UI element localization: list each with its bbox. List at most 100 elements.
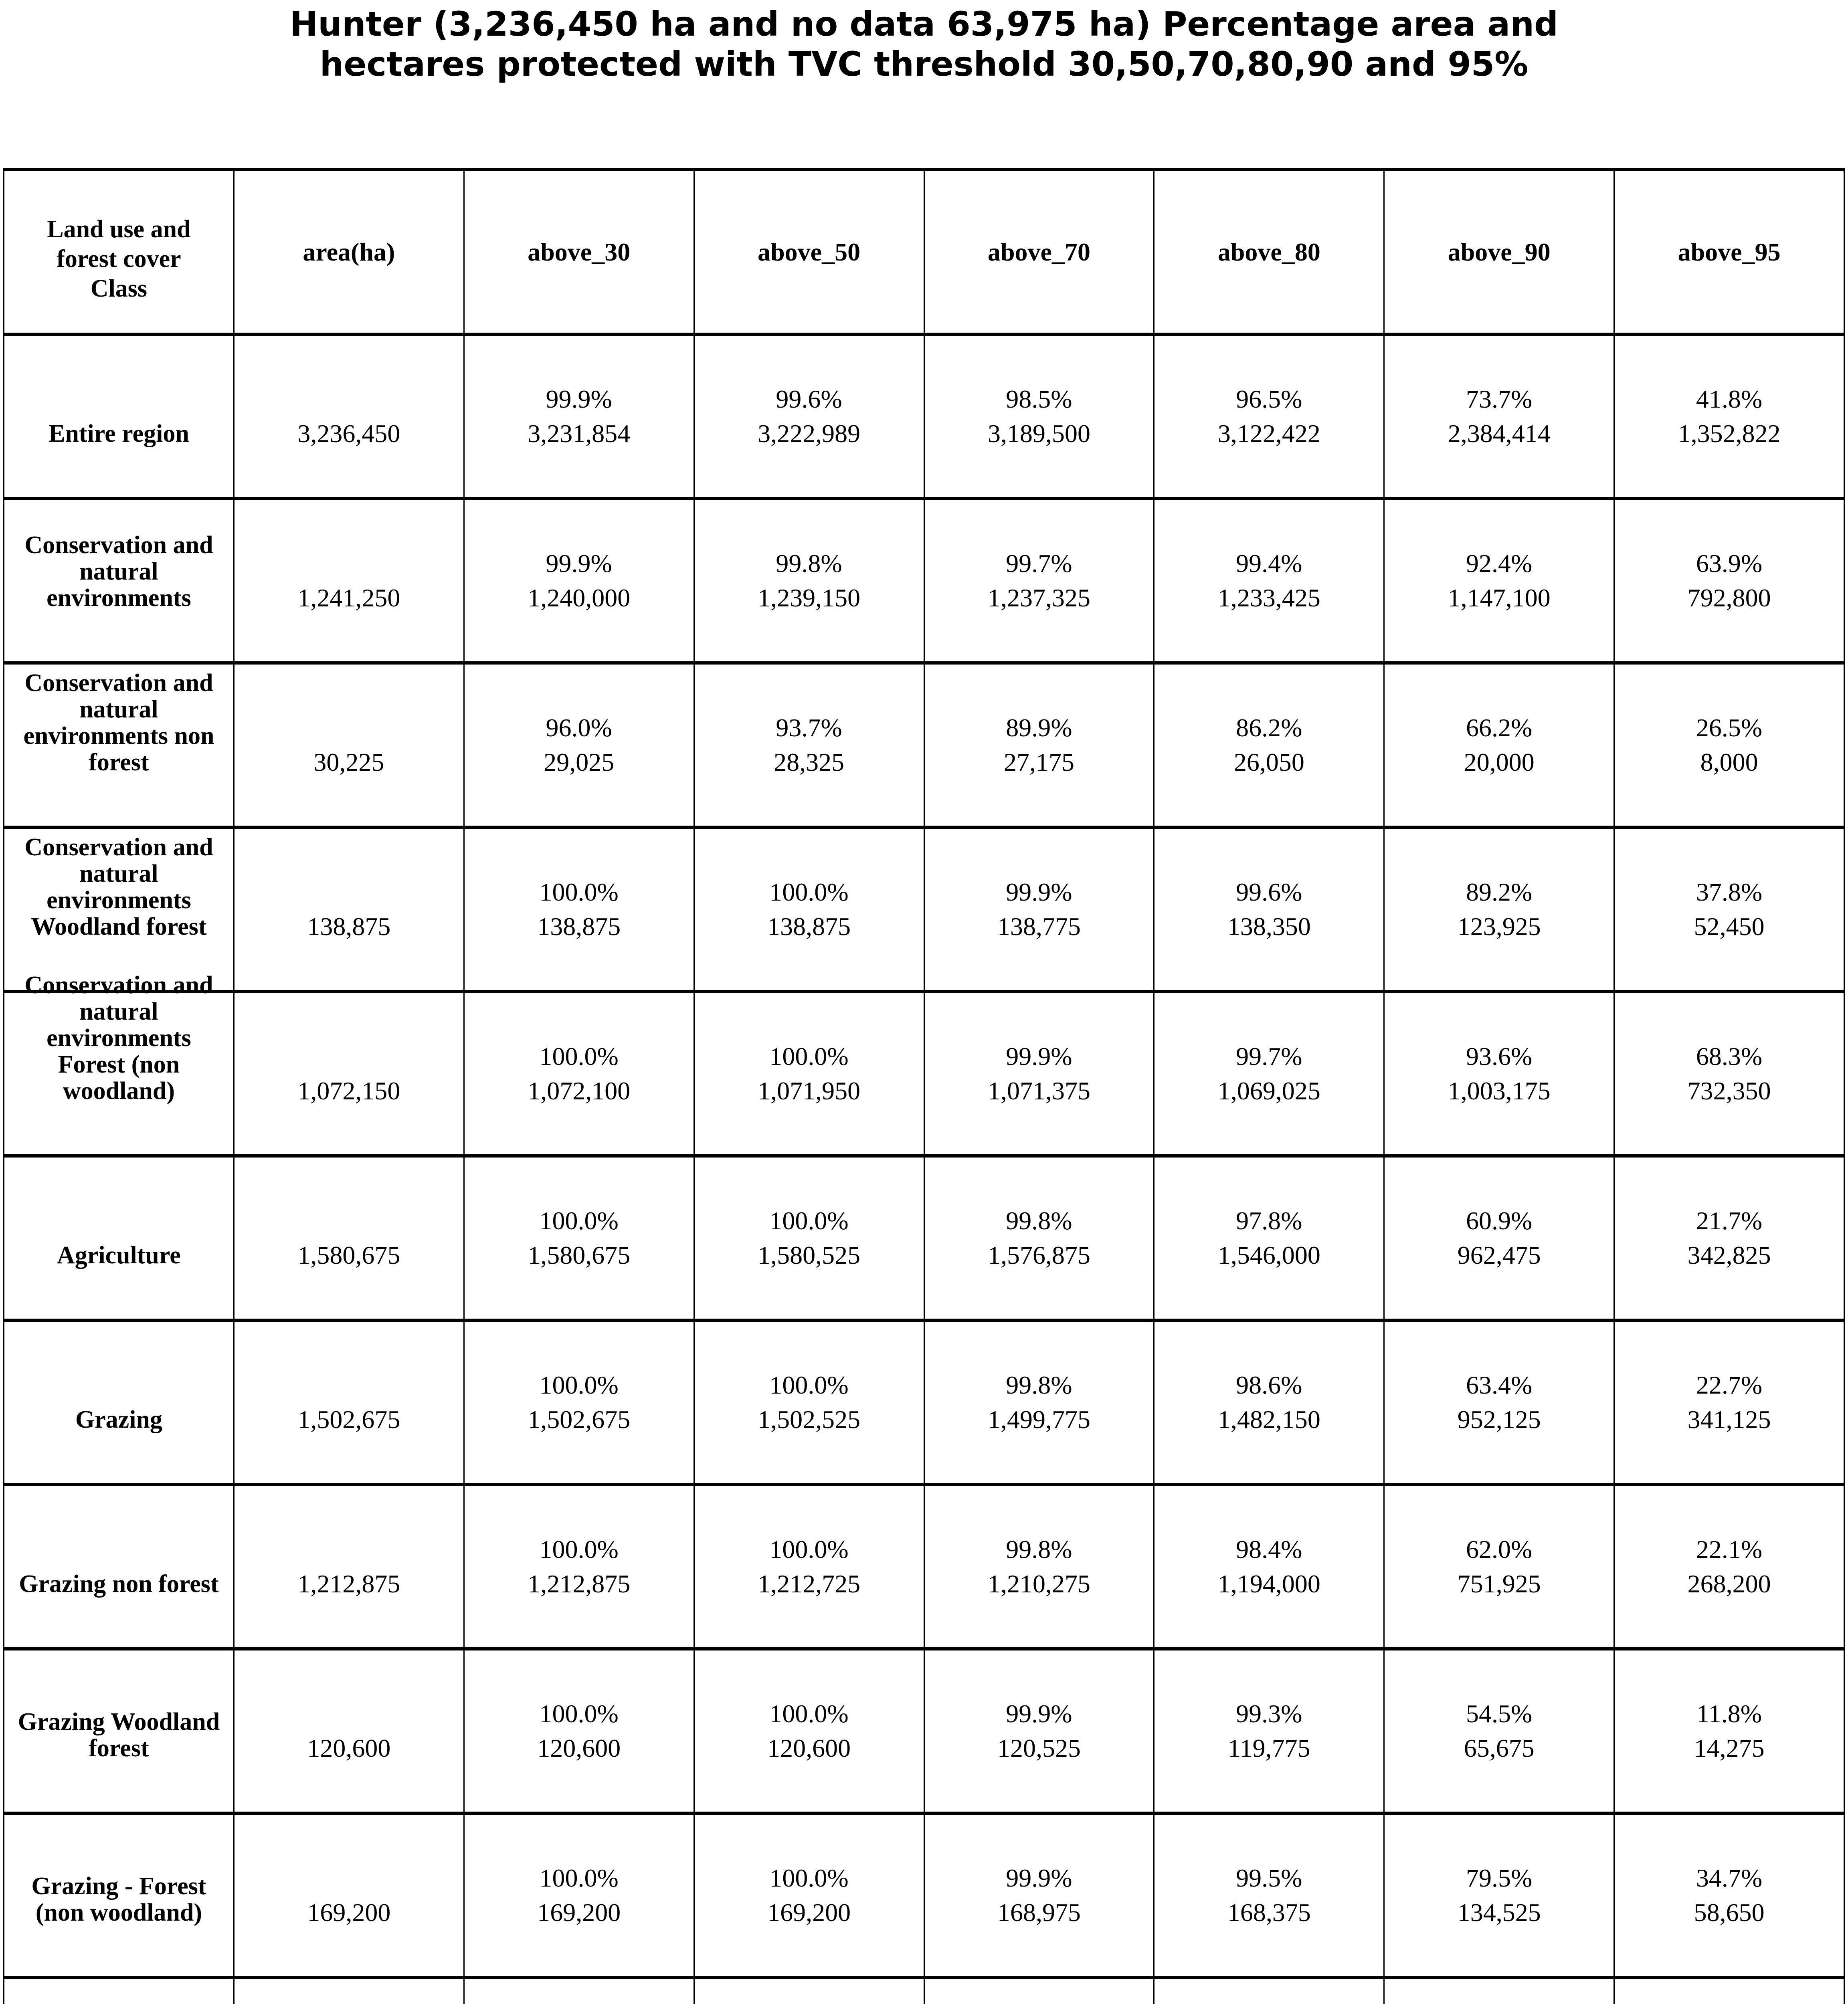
threshold-cell-above_90: 89.2% 123,925 — [1383, 826, 1615, 993]
percent-value: 99.6% — [776, 385, 842, 413]
row-label: Grazing — [75, 1406, 162, 1433]
table-row: Conservation and natural environments Wo… — [3, 826, 1845, 993]
table-row: Grazing non forest 1,212,875 100.0% 1,212,8… — [3, 1483, 1845, 1650]
threshold-cell-above_90: 54.5% 65,675 — [1383, 1647, 1615, 1815]
percent-value: 100.0% — [769, 1042, 849, 1071]
threshold-cell-above_70: 99.9% 138,775 — [923, 826, 1155, 993]
row-label-cell: Grazing Woodland forest — [3, 1647, 235, 1815]
hectares-value: 962,475 — [1457, 1241, 1541, 1269]
threshold-cell-above_30: 100.0% 1,580,675 — [463, 1154, 695, 1322]
row-label-cell: Conservation and natural environments no… — [3, 661, 235, 829]
hectares-value: 26,050 — [1233, 748, 1304, 776]
percent-value: 93.6% — [1466, 1042, 1533, 1071]
hectares-value: 138,875 — [537, 912, 621, 941]
percent-value: 22.1% — [1696, 1535, 1763, 1564]
percent-value: 99.7% — [1236, 1042, 1302, 1071]
page-title-line1: Hunter (3,236,450 ha and no data 63,975 … — [289, 4, 1559, 44]
column-header-area_ha: area(ha) — [233, 168, 465, 336]
threshold-cell-above_90: 79.5% 134,525 — [1383, 1812, 1615, 1979]
hectares-value: 138,350 — [1227, 912, 1311, 941]
threshold-cell-above_50: 100.0% 120,600 — [693, 1647, 925, 1815]
percent-value: 68.3% — [1696, 1042, 1763, 1071]
row-label: Conservation and natural environments no… — [23, 669, 214, 776]
threshold-cell-above_80: 97.8% 1,546,000 — [1153, 1154, 1385, 1322]
area-ha-value: 30,225 — [313, 748, 384, 776]
area-ha-cell: 50,625 — [233, 1976, 465, 2004]
hectares-value: 20,000 — [1464, 748, 1535, 776]
hectares-value: 119,775 — [1228, 1734, 1310, 1762]
percent-value: 99.9% — [1006, 1864, 1072, 1892]
hectares-value: 341,125 — [1687, 1405, 1771, 1434]
percent-value: 73.7% — [1466, 385, 1533, 413]
hectares-value: 1,546,000 — [1217, 1241, 1320, 1269]
percent-value: 37.8% — [1696, 878, 1763, 906]
threshold-cell-above_80: 98.4% 1,194,000 — [1153, 1483, 1385, 1650]
threshold-cell-above_95: 34.7% 58,650 — [1613, 1812, 1845, 1979]
percent-value: 100.0% — [769, 1535, 849, 1564]
hectares-value: 792,800 — [1687, 584, 1771, 612]
row-label: Conservation and natural environments Wo… — [24, 834, 213, 940]
area-ha-cell: 1,241,250 — [233, 497, 465, 665]
percent-value: 54.5% — [1466, 1699, 1533, 1728]
percent-value: 100.0% — [539, 1535, 619, 1564]
percent-value: 100.0% — [769, 1699, 849, 1728]
percent-value: 100.0% — [539, 1206, 619, 1235]
hectares-value: 1,071,950 — [758, 1077, 861, 1105]
percent-value: 99.9% — [1006, 1699, 1072, 1728]
threshold-cell-above_90: 63.4% 952,125 — [1383, 1319, 1615, 1486]
threshold-cell-above_50: 100.0% 169,200 — [693, 1812, 925, 1979]
percent-value: 99.8% — [1006, 1371, 1072, 1399]
threshold-cell-above_70: 99.8% 1,210,275 — [923, 1483, 1155, 1650]
threshold-cell-above_80: 78.0%39,500 — [1153, 1976, 1385, 2004]
threshold-cell-above_50: 100.0% 138,875 — [693, 826, 925, 993]
hectares-value: 1,502,675 — [528, 1405, 631, 1434]
hectares-value: 138,775 — [997, 912, 1081, 941]
percent-value: 99.4% — [1236, 549, 1302, 578]
threshold-cell-above_50: 99.6% 3,222,989 — [693, 333, 925, 500]
area-ha-value: 1,212,875 — [297, 1570, 400, 1598]
percent-value: 92.4% — [1466, 549, 1533, 578]
row-label-cell: Grazing - Forest (non woodland) — [3, 1812, 235, 1979]
percent-value: 93.7% — [776, 713, 842, 742]
row-label: Grazing Woodland forest — [18, 1708, 220, 1762]
table-row: Conservation and natural environments no… — [3, 661, 1845, 829]
column-header-class: Land use and forest cover Class — [3, 168, 235, 336]
threshold-cell-above_70: 99.9% 120,525 — [923, 1647, 1155, 1815]
percent-value: 100.0% — [769, 1371, 849, 1399]
threshold-cell-above_95: 63.9% 792,800 — [1613, 497, 1845, 665]
threshold-cell-above_30: 100.0% 1,502,675 — [463, 1319, 695, 1486]
hectares-value: 1,194,000 — [1217, 1570, 1320, 1598]
threshold-cell-above_30: 100.0% 1,212,875 — [463, 1483, 695, 1650]
threshold-cell-above_50: 99.8% 1,239,150 — [693, 497, 925, 665]
percent-value: 98.4% — [1236, 1535, 1302, 1564]
hectares-value: 952,125 — [1457, 1405, 1541, 1434]
threshold-cell-above_70: 99.7% 1,237,325 — [923, 497, 1155, 665]
percent-value: 98.5% — [1006, 385, 1072, 413]
row-label-cell: Conservation and natural environments Fo… — [3, 972, 235, 1158]
row-label: Conservation and natural environments — [24, 531, 213, 612]
table-header-row: Land use and forest cover Class area(ha) a… — [3, 168, 1845, 336]
percent-value: 66.2% — [1466, 713, 1533, 742]
threshold-cell-above_30: 99.9% 3,231,854 — [463, 333, 695, 500]
percent-value: 100.0% — [769, 1864, 849, 1892]
threshold-cell-above_95: 37.8% 52,450 — [1613, 826, 1845, 993]
percent-value: 99.9% — [546, 549, 612, 578]
row-label: Entire region — [49, 420, 189, 447]
hectares-value: 168,975 — [997, 1898, 1081, 1927]
percent-value: 11.8% — [1696, 1699, 1762, 1728]
threshold-cell-above_95: 11.8% 14,275 — [1613, 1647, 1845, 1815]
threshold-cell-above_70: 99.9% 168,975 — [923, 1812, 1155, 1979]
hectares-value: 3,231,854 — [528, 419, 631, 448]
threshold-cell-above_70: 98.8%50,025 — [923, 1976, 1155, 2004]
area-ha-cell: 1,580,675 — [233, 1154, 465, 1322]
threshold-cell-above_90: 60.9% 962,475 — [1383, 1154, 1615, 1322]
percent-value: 99.5% — [1236, 1864, 1302, 1892]
threshold-cell-above_30: 100.0% 1,072,100 — [463, 990, 695, 1158]
threshold-cell-above_95: 68.3% 732,350 — [1613, 990, 1845, 1158]
percent-value: 99.9% — [1006, 1042, 1072, 1071]
page-title-line2: hectares protected with TVC threshold 30… — [319, 44, 1529, 84]
hectares-value: 3,189,500 — [987, 419, 1090, 448]
area-ha-value: 120,600 — [307, 1734, 391, 1762]
threshold-cell-above_80: 99.3% 119,775 — [1153, 1647, 1385, 1815]
